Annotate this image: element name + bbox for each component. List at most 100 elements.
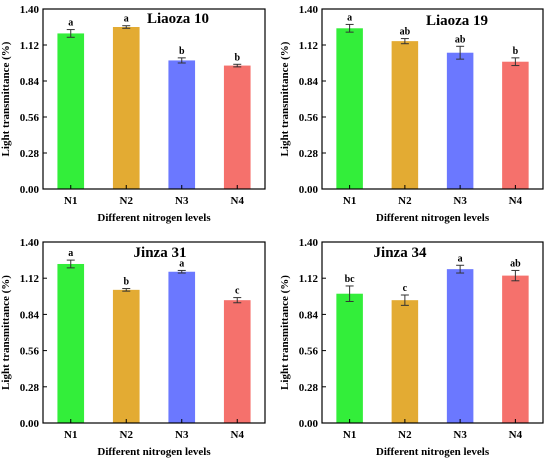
y-axis-title: Light transmittance (%) <box>0 41 12 156</box>
y-tick-label: 1.12 <box>20 40 40 52</box>
y-tick-label: 0.84 <box>20 76 40 88</box>
plot-frame <box>42 8 266 190</box>
bar-n3 <box>446 52 474 190</box>
y-tick-label: 0.28 <box>20 382 40 394</box>
error-bar-n4 <box>233 297 242 304</box>
x-axis-title: Different nitrogen levels <box>376 446 490 458</box>
x-tick-label: N3 <box>453 195 467 207</box>
bar-n3 <box>168 60 196 190</box>
chart-panel-4: bc c a ab 0.00 0.28 0.56 0.84 1.12 1.40 N1 N2 N3 N4 Di… <box>279 237 544 458</box>
significance-label: ab <box>510 258 521 269</box>
x-tick-label: N3 <box>453 429 467 441</box>
x-tick-label: N4 <box>231 429 245 441</box>
significance-label: bc <box>345 274 356 285</box>
x-tick-label: N1 <box>64 429 77 441</box>
error-bar-n2 <box>400 38 409 45</box>
bar-n1 <box>336 293 363 423</box>
x-axis-title: Different nitrogen levels <box>376 212 490 224</box>
y-tick-label: 0.84 <box>20 309 40 321</box>
bar-n3 <box>168 271 196 423</box>
significance-label: ab <box>455 34 466 45</box>
error-bar-n1 <box>66 259 75 269</box>
significance-label: a <box>458 253 463 264</box>
error-bar-n3 <box>456 264 465 274</box>
x-tick-label: N4 <box>509 195 523 207</box>
y-tick-label: 0.00 <box>299 184 319 196</box>
error-bar-n4 <box>511 269 520 282</box>
bar-n3 <box>446 269 474 423</box>
bar-n1 <box>57 263 85 423</box>
y-axis-title: Light transmittance (%) <box>279 41 291 156</box>
significance-label: b <box>234 52 240 63</box>
significance-label: a <box>347 12 352 23</box>
significance-label: b <box>179 46 185 57</box>
significance-label: c <box>235 286 240 297</box>
x-tick-label: N1 <box>343 195 356 207</box>
x-axis-title: Different nitrogen levels <box>97 446 211 458</box>
x-tick-label: N1 <box>64 195 77 207</box>
bar-n4 <box>502 61 529 189</box>
y-tick-label: 0.28 <box>299 148 319 160</box>
x-tick-label: N2 <box>398 429 412 441</box>
y-tick-label: 0.00 <box>299 418 319 430</box>
significance-label: a <box>179 258 184 269</box>
y-tick-label: 1.40 <box>299 4 319 16</box>
y-tick-label: 1.40 <box>20 237 40 249</box>
x-tick-label: N2 <box>120 195 134 207</box>
y-tick-label: 1.40 <box>20 4 40 16</box>
chart-panel-2: a ab ab b 0.00 0.28 0.56 0.84 1.12 1.40 N1 N2 N3 N4 Di… <box>279 4 544 224</box>
panel-title: Liaoza 10 <box>147 11 209 27</box>
y-tick-label: 0.28 <box>299 382 319 394</box>
plot-frame <box>42 241 266 424</box>
bar-n4 <box>502 275 529 423</box>
y-tick-label: 0.56 <box>20 346 40 358</box>
y-tick-label: 0.00 <box>20 184 40 196</box>
x-tick-label: N3 <box>175 195 189 207</box>
error-bar-n1 <box>345 23 354 33</box>
y-tick-label: 1.12 <box>20 273 40 285</box>
chart-panel-1: a a b b 0.00 0.28 0.56 0.84 1.12 1.40 N1 N2 N3 N4 Diff… <box>0 4 266 224</box>
bar-n1 <box>57 33 85 190</box>
error-bar-n2 <box>122 288 131 292</box>
significance-label: a <box>68 248 73 259</box>
x-tick-label: N1 <box>343 429 356 441</box>
significance-label: a <box>124 14 129 25</box>
y-tick-label: 0.28 <box>20 148 40 160</box>
error-bar-n2 <box>122 25 131 29</box>
x-tick-label: N2 <box>120 429 134 441</box>
chart-panel-3: a b a c 0.00 0.28 0.56 0.84 1.12 1.40 N1 N2 N3 N4 Diff… <box>0 237 266 458</box>
error-bar-n1 <box>66 29 75 38</box>
panel-title: Liaoza 19 <box>426 13 488 29</box>
significance-label: b <box>513 46 519 57</box>
x-tick-label: N4 <box>509 429 523 441</box>
x-tick-label: N3 <box>175 429 189 441</box>
significance-label: c <box>403 283 408 294</box>
bar-n2 <box>112 289 140 423</box>
plot-frame <box>321 241 544 424</box>
y-tick-label: 1.12 <box>299 40 319 52</box>
bar-n2 <box>391 41 419 189</box>
bar-n4 <box>223 65 251 189</box>
error-bar-n2 <box>400 294 409 306</box>
significance-label: b <box>123 277 129 288</box>
bar-n1 <box>336 28 363 189</box>
error-bar-n3 <box>177 269 186 274</box>
y-tick-label: 0.56 <box>20 112 40 124</box>
y-tick-label: 0.56 <box>299 346 319 358</box>
panel-title: Jinza 34 <box>374 245 427 261</box>
error-bar-n1 <box>345 285 354 302</box>
significance-label: ab <box>400 27 411 38</box>
x-tick-label: N2 <box>398 195 412 207</box>
plot-frame <box>321 8 544 190</box>
y-axis-title: Light transmittance (%) <box>0 275 12 390</box>
y-tick-label: 0.56 <box>299 112 319 124</box>
error-bar-n3 <box>177 57 186 64</box>
error-bar-n4 <box>511 57 520 67</box>
x-tick-label: N4 <box>231 195 245 207</box>
error-bar-n4 <box>233 63 242 68</box>
panel-title: Jinza 31 <box>134 245 187 261</box>
bar-n2 <box>112 27 140 189</box>
y-axis-title: Light transmittance (%) <box>279 275 291 390</box>
error-bar-n3 <box>456 45 465 60</box>
